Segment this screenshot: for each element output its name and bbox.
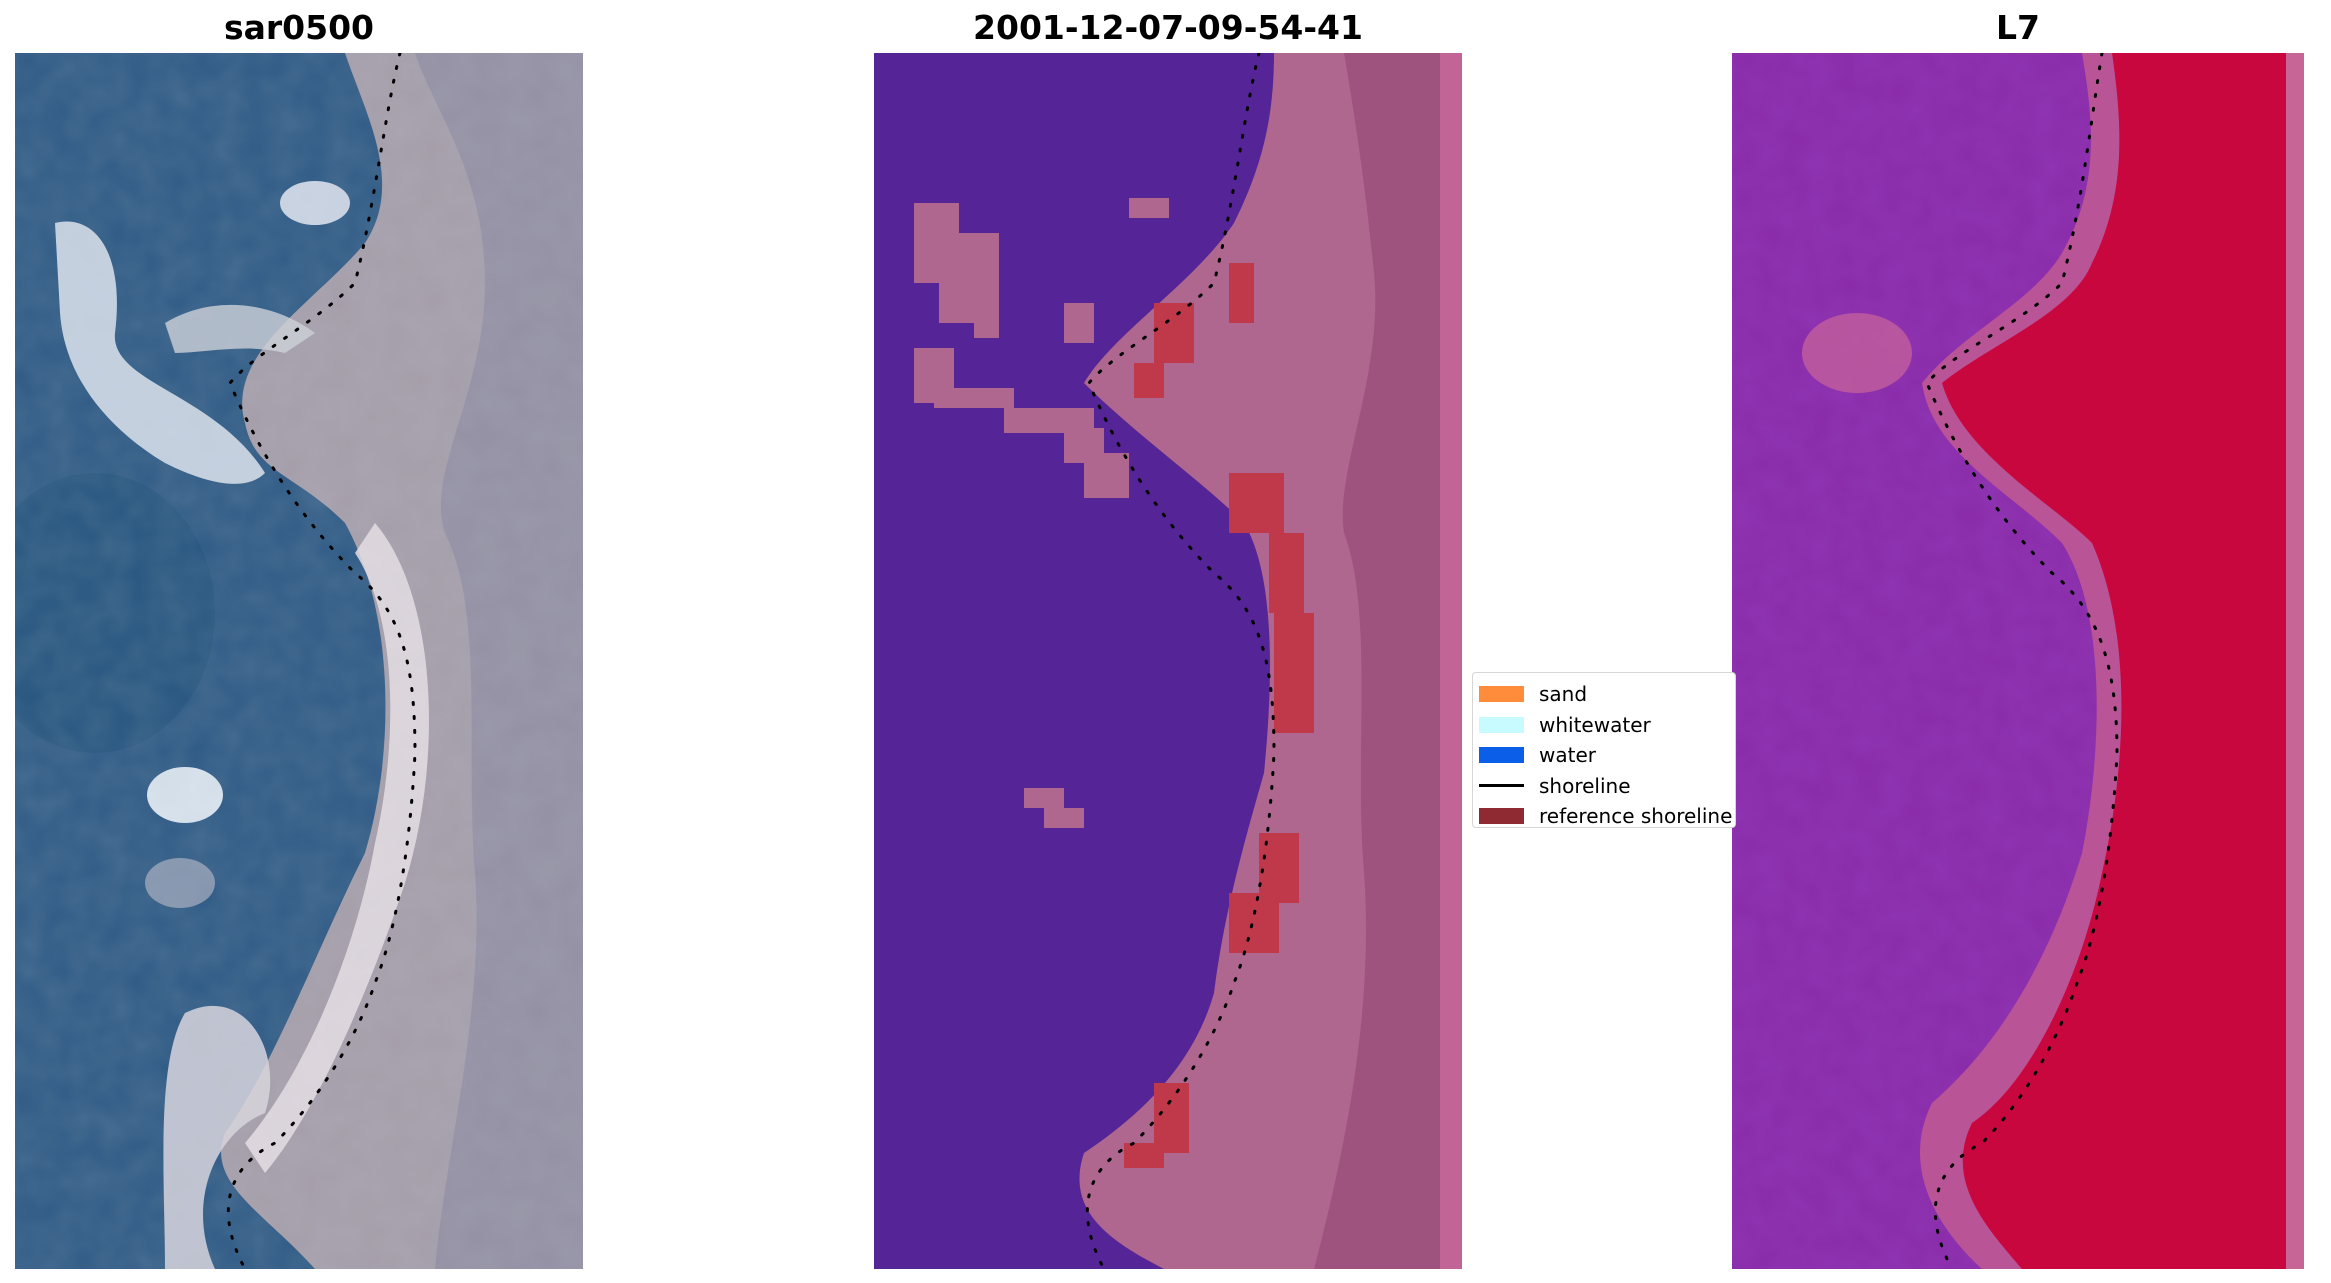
panel-title-rgb: sar0500 bbox=[223, 8, 375, 47]
legend-label-shoreline: shoreline bbox=[1539, 773, 1631, 798]
legend-label-whitewater: whitewater bbox=[1539, 712, 1651, 737]
legend-item-whitewater: whitewater bbox=[1479, 710, 1735, 741]
legend-item-sand: sand bbox=[1479, 679, 1735, 710]
legend-item-reference-shoreline: reference shoreline bbox=[1479, 801, 1735, 828]
legend-label-sand: sand bbox=[1539, 682, 1588, 707]
legend-swatch-reference-shoreline bbox=[1479, 808, 1524, 825]
legend-label-water: water bbox=[1539, 743, 1596, 768]
legend-line-shoreline bbox=[1479, 784, 1524, 788]
index-image bbox=[1732, 53, 2304, 1269]
legend-swatch-sand bbox=[1479, 686, 1524, 703]
panel-title-classification: 2001-12-07-09-54-41 bbox=[973, 8, 1363, 47]
legend-item-shoreline: shoreline bbox=[1479, 771, 1735, 802]
rgb-satellite-image bbox=[15, 53, 583, 1269]
legend: sand whitewater water shoreline referenc… bbox=[1472, 672, 1736, 828]
legend-swatch-water bbox=[1479, 747, 1524, 764]
legend-swatch-whitewater bbox=[1479, 716, 1524, 733]
legend-item-water: water bbox=[1479, 740, 1735, 771]
panel-title-index: L7 bbox=[1996, 8, 2040, 47]
classification-image bbox=[874, 53, 1462, 1269]
legend-label-reference-shoreline: reference shoreline bbox=[1539, 804, 1733, 828]
